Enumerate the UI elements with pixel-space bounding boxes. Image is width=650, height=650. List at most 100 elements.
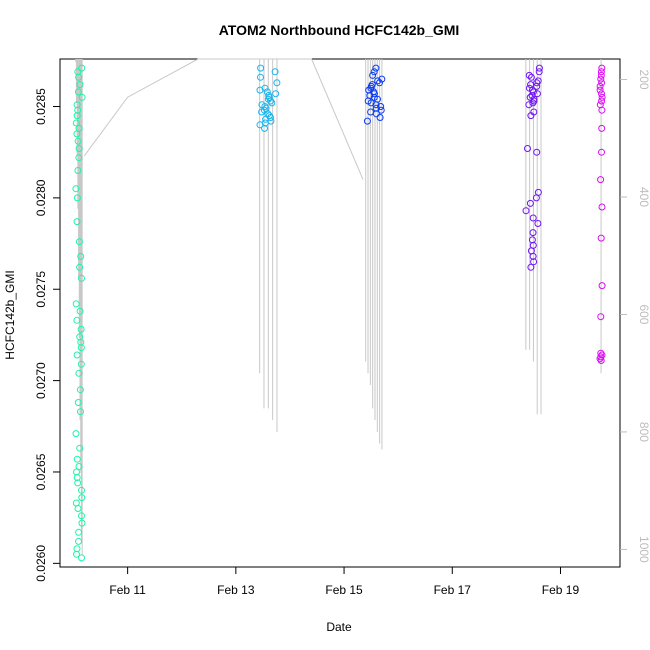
data-point [596, 355, 604, 363]
data-point [525, 101, 533, 109]
data-point [78, 519, 86, 527]
data-point [596, 82, 604, 90]
data-point [598, 148, 605, 156]
data-point [372, 110, 380, 118]
plot-frame [59, 58, 621, 568]
data-point [75, 73, 83, 81]
data-point [533, 79, 541, 87]
data-point [78, 64, 86, 72]
data-point [258, 108, 266, 116]
data-point [598, 97, 606, 105]
data-point [597, 313, 605, 321]
flight-track-line [83, 58, 364, 180]
data-point [369, 71, 377, 79]
x-tick-label: Feb 17 [434, 583, 472, 597]
y-tick-label: 0.0280 [34, 179, 48, 216]
data-point [534, 220, 542, 227]
data-point [77, 252, 85, 260]
data-point [74, 167, 82, 174]
data-point [376, 79, 383, 87]
y2-tick-label: 400 [637, 187, 650, 207]
data-point [73, 316, 81, 324]
data-point [75, 238, 83, 246]
x-tick-label: Feb 19 [542, 583, 580, 597]
y2-tick-label: 800 [637, 422, 650, 442]
flight-track [83, 58, 364, 180]
data-point [598, 64, 606, 72]
data-point [529, 252, 537, 260]
data-point [367, 99, 375, 107]
y-tick-label: 0.0260 [34, 545, 48, 582]
data-point [73, 218, 81, 226]
data-point [78, 512, 85, 520]
data-point [74, 505, 82, 512]
y2-tick-label: 1000 [637, 536, 650, 563]
data-point [73, 550, 80, 558]
data-point [598, 90, 605, 98]
data-point [272, 90, 280, 98]
data-point [74, 106, 82, 114]
data-point [76, 307, 84, 315]
data-points [72, 64, 606, 562]
data-point [73, 194, 81, 202]
data-point [372, 101, 380, 109]
data-point [257, 64, 265, 72]
data-point [533, 148, 541, 156]
data-point [76, 444, 84, 452]
data-point [76, 263, 84, 271]
data-point [532, 194, 540, 202]
data-point [76, 386, 84, 394]
data-point [75, 463, 83, 470]
data-point [597, 75, 605, 83]
data-point [75, 537, 82, 545]
data-point [374, 77, 382, 85]
data-point [256, 121, 264, 129]
data-point [370, 90, 378, 98]
data-point [76, 81, 84, 89]
data-point [529, 88, 537, 96]
data-point [527, 112, 535, 120]
data-point [74, 88, 82, 96]
y2-tick-label: 600 [637, 304, 650, 324]
data-point [267, 114, 274, 121]
data-point [529, 99, 537, 107]
data-point [527, 73, 535, 81]
data-point [268, 99, 276, 107]
data-point [522, 207, 530, 215]
data-point [267, 97, 275, 105]
data-point [597, 71, 605, 79]
data-point [73, 474, 81, 481]
x-tick-label: Feb 11 [109, 583, 146, 597]
data-point [77, 360, 85, 368]
data-point [73, 455, 81, 463]
data-point [78, 494, 86, 502]
data-point [74, 137, 82, 145]
data-point [75, 369, 83, 377]
y-axis: 0.0260 0.0265 0.0270 0.0275 0.0280 0.0285 [34, 88, 60, 582]
data-point [74, 399, 82, 406]
data-point [72, 185, 80, 193]
data-point [372, 64, 380, 72]
data-point [77, 408, 84, 416]
x-axis: Feb 11 Feb 13 Feb 15 Feb 17 Feb 19 [109, 567, 579, 597]
data-point [526, 199, 534, 207]
data-point [73, 351, 81, 359]
data-point [528, 236, 536, 244]
x-tick-label: Feb 15 [325, 583, 363, 597]
data-point [378, 75, 386, 83]
data-point [597, 234, 605, 242]
data-point [598, 93, 606, 101]
y-tick-label: 0.0270 [34, 362, 48, 399]
y-tick-label: 0.0285 [34, 88, 48, 125]
x-tick-label: Feb 13 [217, 583, 255, 597]
data-point [535, 64, 543, 72]
data-point [598, 282, 606, 290]
data-point [370, 68, 378, 76]
data-point [597, 357, 605, 364]
data-point [77, 325, 85, 333]
data-point [598, 106, 606, 114]
data-point [77, 344, 85, 352]
data-point [377, 106, 385, 114]
data-point [377, 103, 385, 110]
data-point [526, 93, 534, 101]
